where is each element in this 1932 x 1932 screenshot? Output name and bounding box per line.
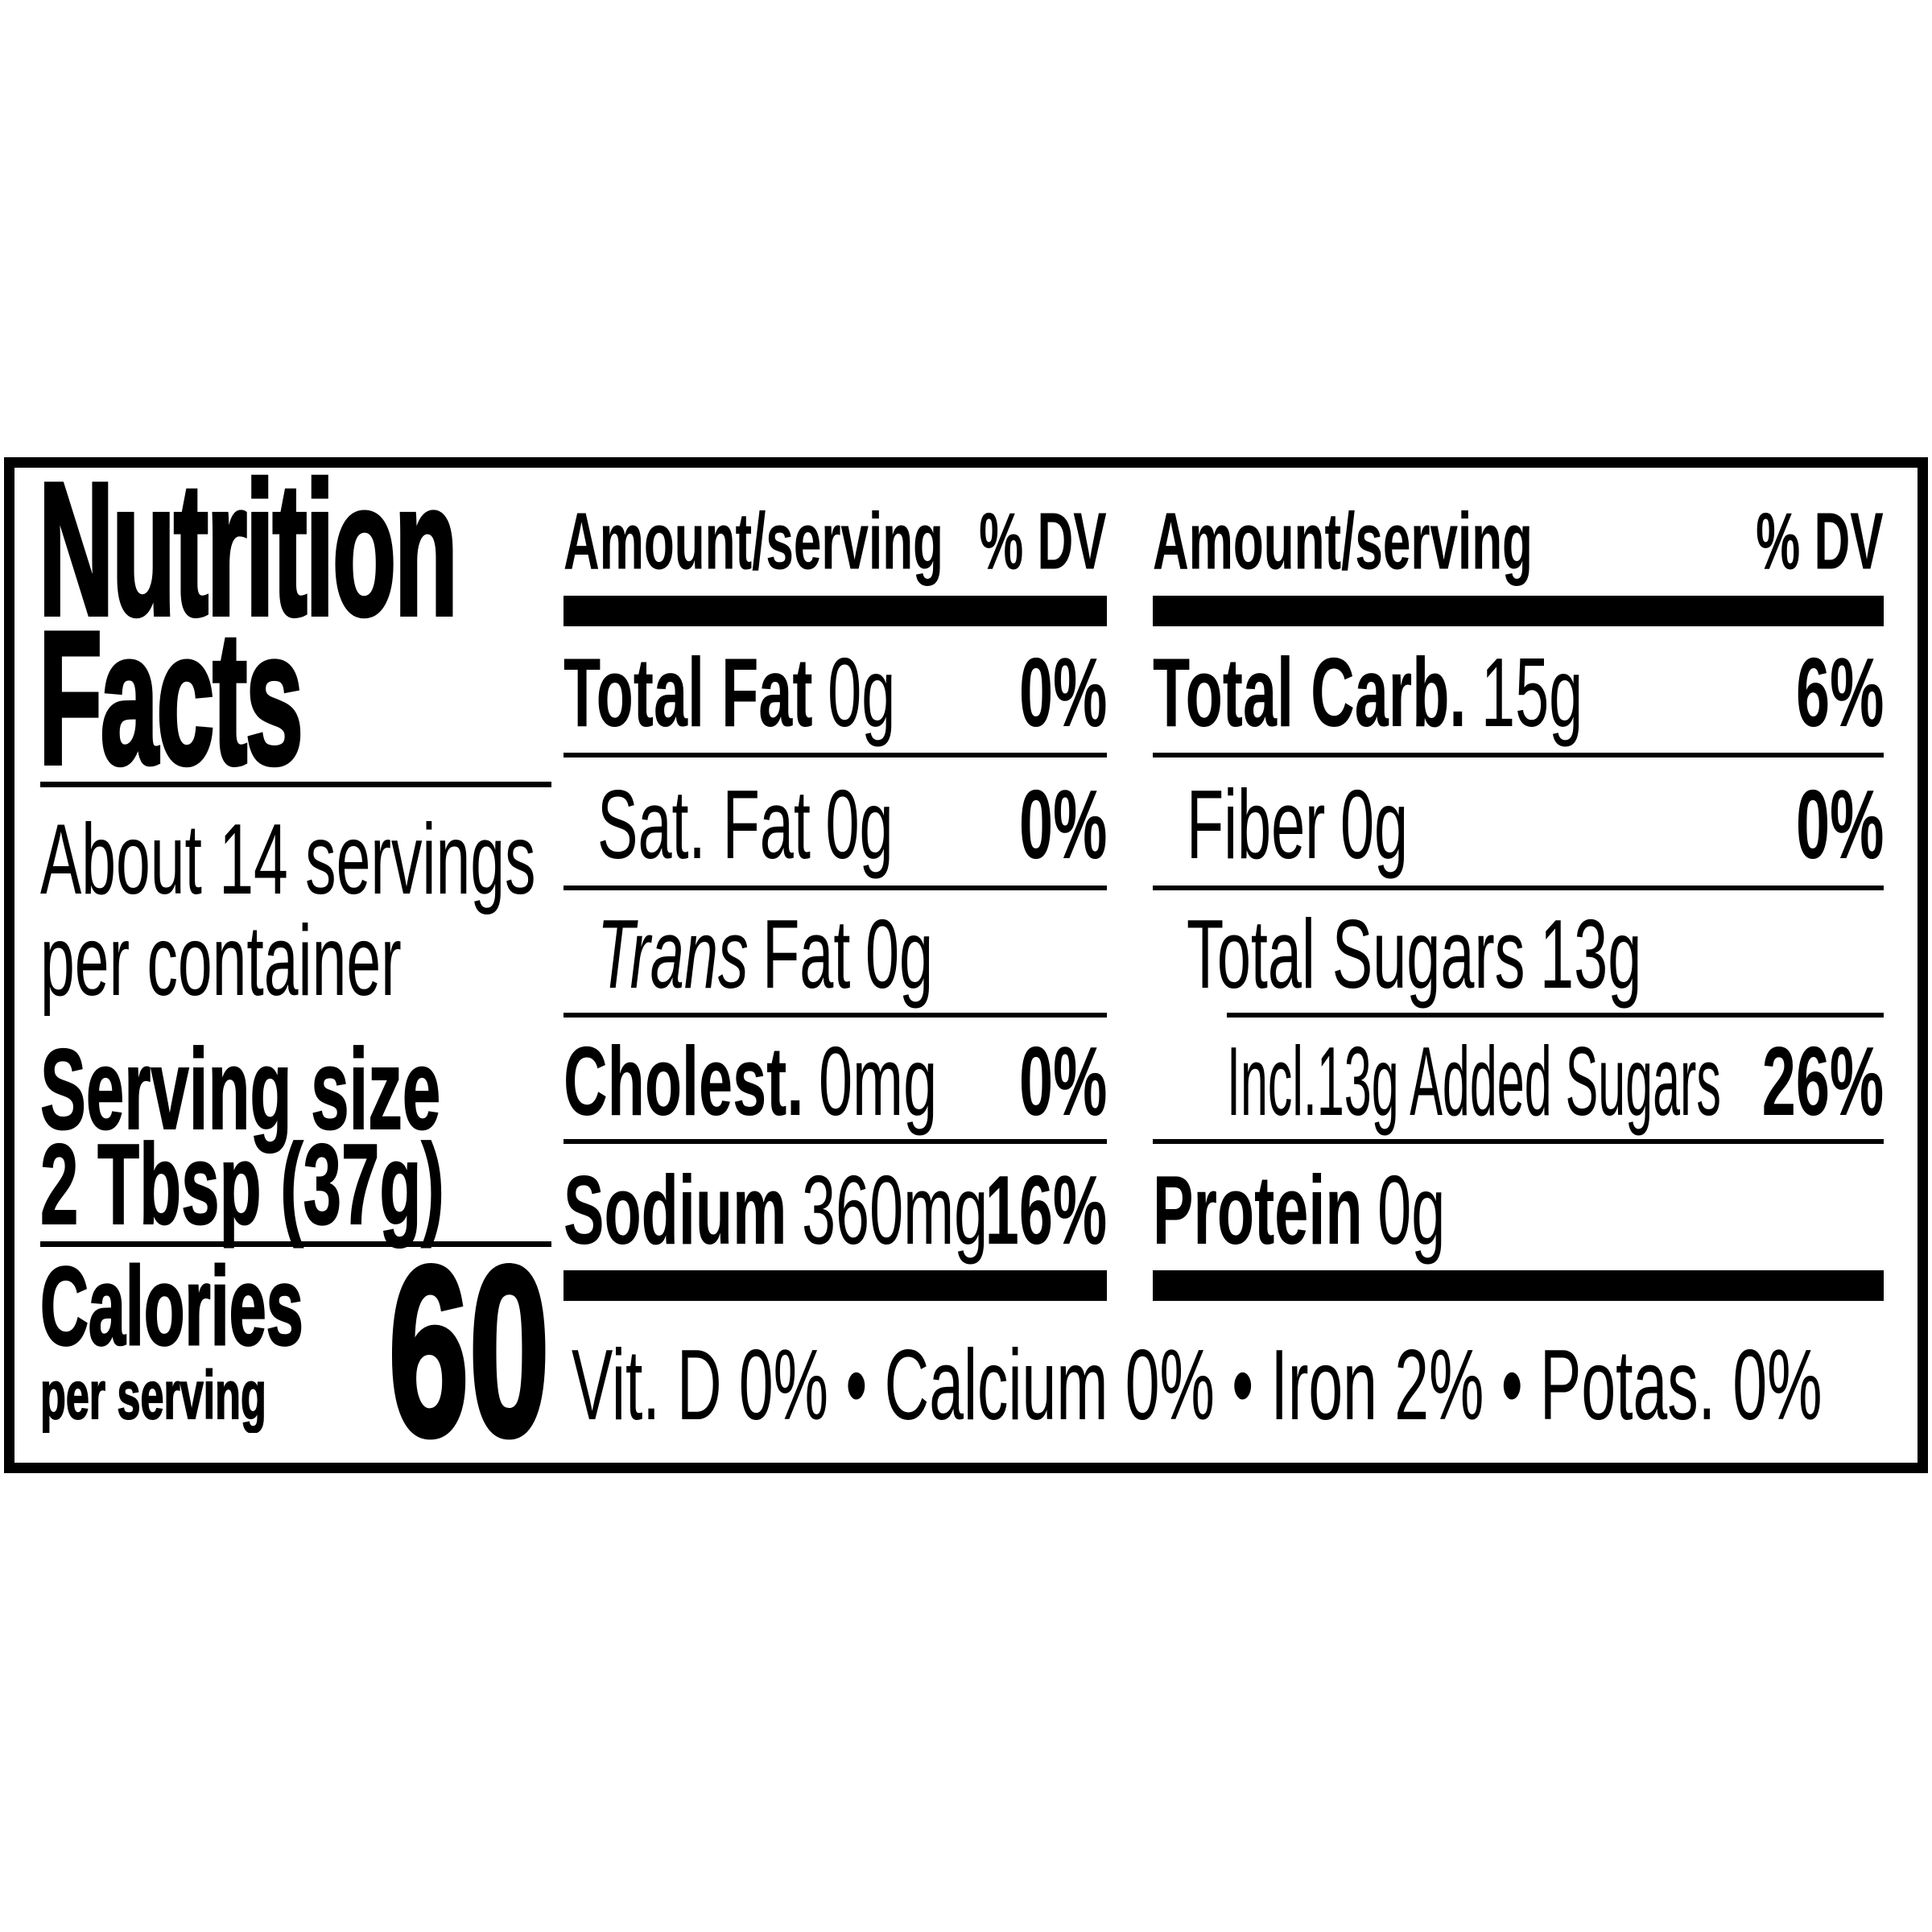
nutrient-dv: 0% (1018, 637, 1107, 747)
column-header: Amount/serving % DV (564, 492, 1107, 588)
calories-label: Calories (39, 1245, 304, 1368)
nutrient-amount: 0g (1340, 769, 1409, 879)
divider (564, 1013, 1107, 1018)
nutrient-dv: 26% (1761, 1026, 1884, 1136)
nutrient-name: Cholest. (564, 1026, 804, 1136)
divider (1153, 886, 1884, 890)
nutrient-name: Protein (1153, 1154, 1363, 1265)
serving-size-label: Serving size (39, 1026, 441, 1154)
nutrient-amount: 15g (1481, 637, 1583, 747)
thick-bar (1153, 1270, 1884, 1301)
nutrient-dv: 0% (1018, 769, 1107, 879)
nutrient-name: Total Carb. (1153, 637, 1467, 747)
row-sodium: Sodium 360mg 16% (564, 1144, 1107, 1270)
percent-dv-header: % DV (1756, 496, 1884, 587)
divider-under-title (40, 782, 551, 787)
calories-sublabel: per serving (39, 1357, 266, 1433)
thick-bar (564, 1270, 1107, 1301)
nutrient-name: Fiber (1187, 769, 1326, 879)
nutrient-dv: 6% (1795, 637, 1884, 747)
micronutrients-text: Vit. D 0% • Calcium 0% • Iron 2% • Potas… (572, 1330, 1823, 1441)
thick-bar (1153, 596, 1884, 626)
calories-block: Calories per serving 60 (39, 1216, 558, 1486)
divider (1153, 1139, 1884, 1144)
serving-size-value: 2 Tbsp (37g) (39, 1121, 444, 1249)
servings-line-2: per container (40, 906, 402, 1017)
nutrient-amount: 0g (825, 769, 894, 879)
label-title: Nutrition Facts (37, 443, 798, 803)
row-total-sugars: Total Sugars 13g (1153, 890, 1884, 1013)
divider-indented (1227, 1013, 1884, 1018)
nutrient-name: Sodium (564, 1154, 787, 1265)
serving-size: Serving size 2 Tbsp (37g) (39, 1026, 713, 1249)
thick-bar (564, 596, 1107, 626)
column-header: Amount/serving % DV (1153, 492, 1884, 588)
nutrient-name: Incl.13g Added Sugars (1227, 1026, 1721, 1136)
nutrient-name: Total Sugars (1187, 899, 1525, 1009)
divider (564, 753, 1107, 758)
nutrient-name: Fat (762, 899, 851, 1009)
row-sat-fat: Sat. Fat 0g 0% (564, 758, 1107, 886)
nutrient-name-italic: Trans (597, 899, 749, 1009)
title-line-1: Nutrition (37, 443, 459, 654)
divider (1153, 753, 1884, 758)
percent-dv-header: % DV (979, 496, 1107, 587)
nutrition-facts-label: Nutrition Facts About 14 servings per co… (4, 452, 1928, 1486)
nutrient-dv: 0% (1018, 1026, 1107, 1136)
title-line-2: Facts (37, 592, 304, 803)
divider-under-serving-size (40, 1241, 551, 1247)
row-added-sugars: Incl.13g Added Sugars 26% (1153, 1018, 1884, 1139)
row-fiber: Fiber 0g 0% (1153, 758, 1884, 886)
nutrient-amount: 0g (1377, 1154, 1446, 1265)
nutrient-amount: 0mg (818, 1026, 938, 1136)
micronutrients-line: Vit. D 0% • Calcium 0% • Iron 2% • Potas… (564, 1330, 1884, 1441)
amount-serving-header: Amount/serving (564, 496, 943, 587)
nutrient-column-right: Amount/serving % DV Total Carb. 15g 6% Fi… (1153, 468, 1884, 1461)
nutrient-amount: 0g (828, 637, 896, 747)
nutrient-dv: 0% (1795, 769, 1884, 879)
row-total-carb: Total Carb. 15g 6% (1153, 626, 1884, 753)
nutrient-amount: 0g (865, 899, 934, 1009)
divider (564, 886, 1107, 890)
row-trans-fat: Trans Fat 0g (564, 890, 1107, 1013)
nutrient-dv: 16% (985, 1154, 1107, 1265)
amount-serving-header: Amount/serving (1153, 496, 1533, 587)
servings-line-1: About 14 servings (40, 804, 536, 915)
nutrient-amount: 360mg (801, 1154, 989, 1265)
servings-per-container: About 14 servings per container (40, 809, 840, 1012)
calories-value: 60 (387, 1216, 551, 1486)
nutrient-name: Sat. Fat (597, 769, 811, 879)
row-total-fat: Total Fat 0g 0% (564, 626, 1107, 753)
nutrient-column-left: Amount/serving % DV Total Fat 0g 0% Sat. … (564, 468, 1107, 1461)
row-cholesterol: Cholest. 0mg 0% (564, 1018, 1107, 1139)
nutrient-name: Total Fat (564, 637, 813, 747)
left-column: Nutrition Facts About 14 servings per co… (37, 452, 558, 1486)
row-protein: Protein 0g (1153, 1144, 1884, 1270)
divider (564, 1139, 1107, 1144)
nutrient-amount: 13g (1540, 899, 1642, 1009)
